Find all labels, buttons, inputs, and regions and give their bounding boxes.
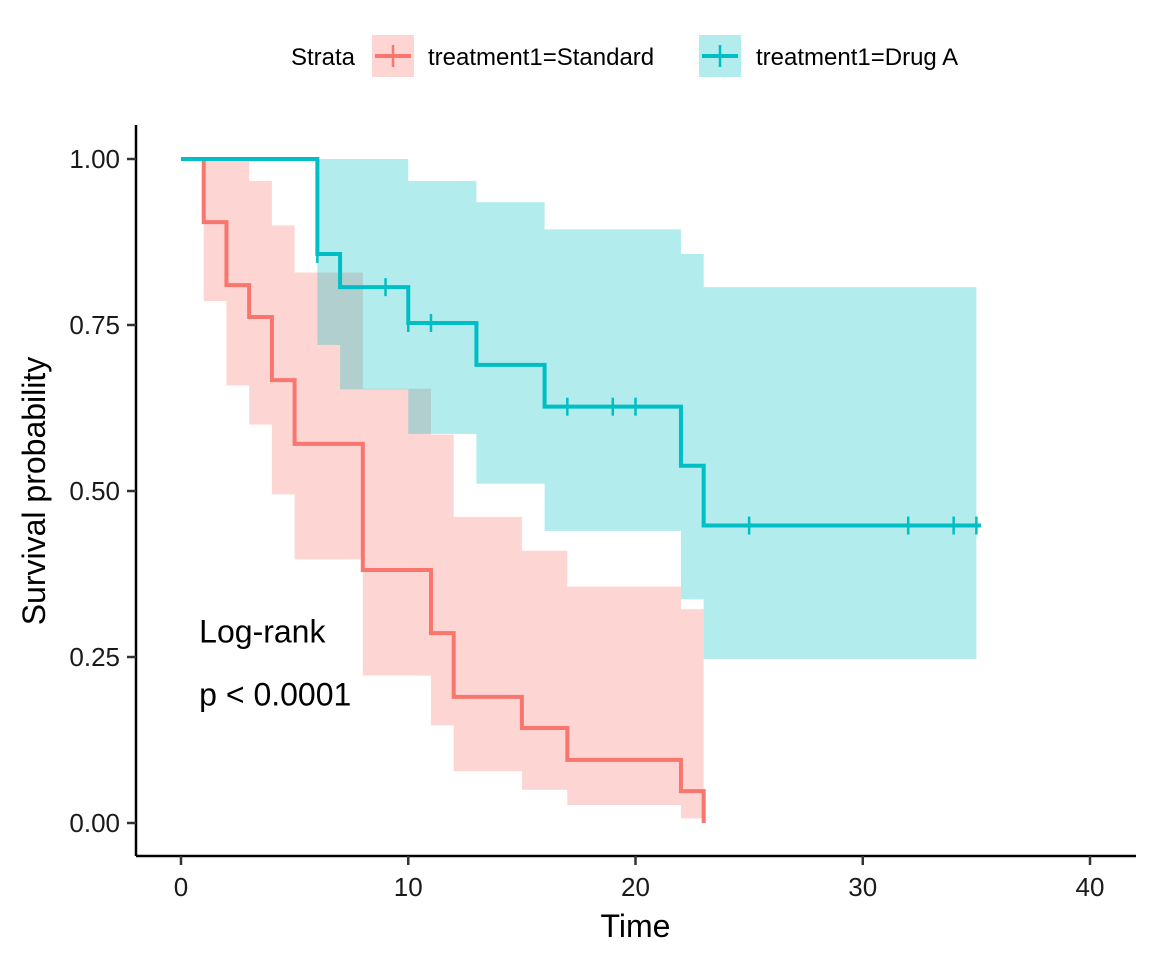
y-axis-title: Survival probability	[16, 357, 52, 626]
legend-label: treatment1=Standard	[428, 44, 654, 71]
ci-band-segment	[521, 550, 568, 790]
censor-marks	[316, 244, 978, 535]
legend-item: treatment1=Drug A	[699, 35, 958, 77]
x-tick-label: 0	[174, 872, 188, 902]
axes: 0 10 20 30 40 0.00 0.25 0.50 0.75 1.00	[69, 125, 1136, 902]
ci-band-segment	[703, 287, 977, 659]
x-tick-label: 30	[848, 872, 877, 902]
annotation-text: p < 0.0001	[199, 677, 351, 713]
ci-band-segment	[453, 516, 522, 772]
survival-curve	[181, 157, 706, 823]
ci-band-segment	[544, 229, 681, 531]
y-tick-label: 0.00	[69, 808, 120, 838]
survival-curves	[181, 157, 981, 823]
survival-curve	[181, 157, 981, 528]
annotations: Log-rank p < 0.0001	[199, 613, 351, 712]
ci-band-segment	[203, 159, 227, 302]
confidence-bands	[203, 159, 977, 819]
ci-band-segment	[249, 180, 272, 425]
ci-band-segment	[680, 609, 704, 819]
x-tick-label: 20	[621, 872, 650, 902]
legend-item: treatment1=Standard	[372, 35, 654, 77]
ci-band-segment	[271, 225, 295, 495]
x-ticks: 0 10 20 30 40	[174, 856, 1105, 902]
ci-band-segment	[430, 434, 454, 726]
ci-band-segment	[362, 388, 431, 676]
ci-band-segment	[340, 159, 409, 390]
y-ticks: 0.00 0.25 0.50 0.75 1.00	[69, 144, 136, 838]
ci-band-segment	[476, 202, 545, 484]
y-tick-label: 0.25	[69, 642, 120, 672]
legend: Strata treatment1=Standard treatment1=Dru…	[291, 35, 958, 77]
x-tick-label: 10	[394, 872, 423, 902]
ci-band-segment	[294, 272, 363, 560]
ci-band-segment	[567, 586, 681, 806]
legend-title: Strata	[291, 44, 356, 71]
legend-items: treatment1=Standard treatment1=Drug A	[372, 35, 958, 77]
x-axis-title: Time	[601, 908, 671, 944]
ci-band-segment	[408, 180, 477, 434]
legend-label: treatment1=Drug A	[756, 44, 958, 71]
y-tick-label: 0.50	[69, 476, 120, 506]
x-tick-label: 40	[1076, 872, 1105, 902]
annotation-text: Log-rank	[199, 613, 326, 649]
ci-band-segment	[226, 159, 250, 386]
ci-band-segment	[680, 253, 704, 600]
y-tick-label: 0.75	[69, 310, 120, 340]
y-tick-label: 1.00	[69, 144, 120, 174]
